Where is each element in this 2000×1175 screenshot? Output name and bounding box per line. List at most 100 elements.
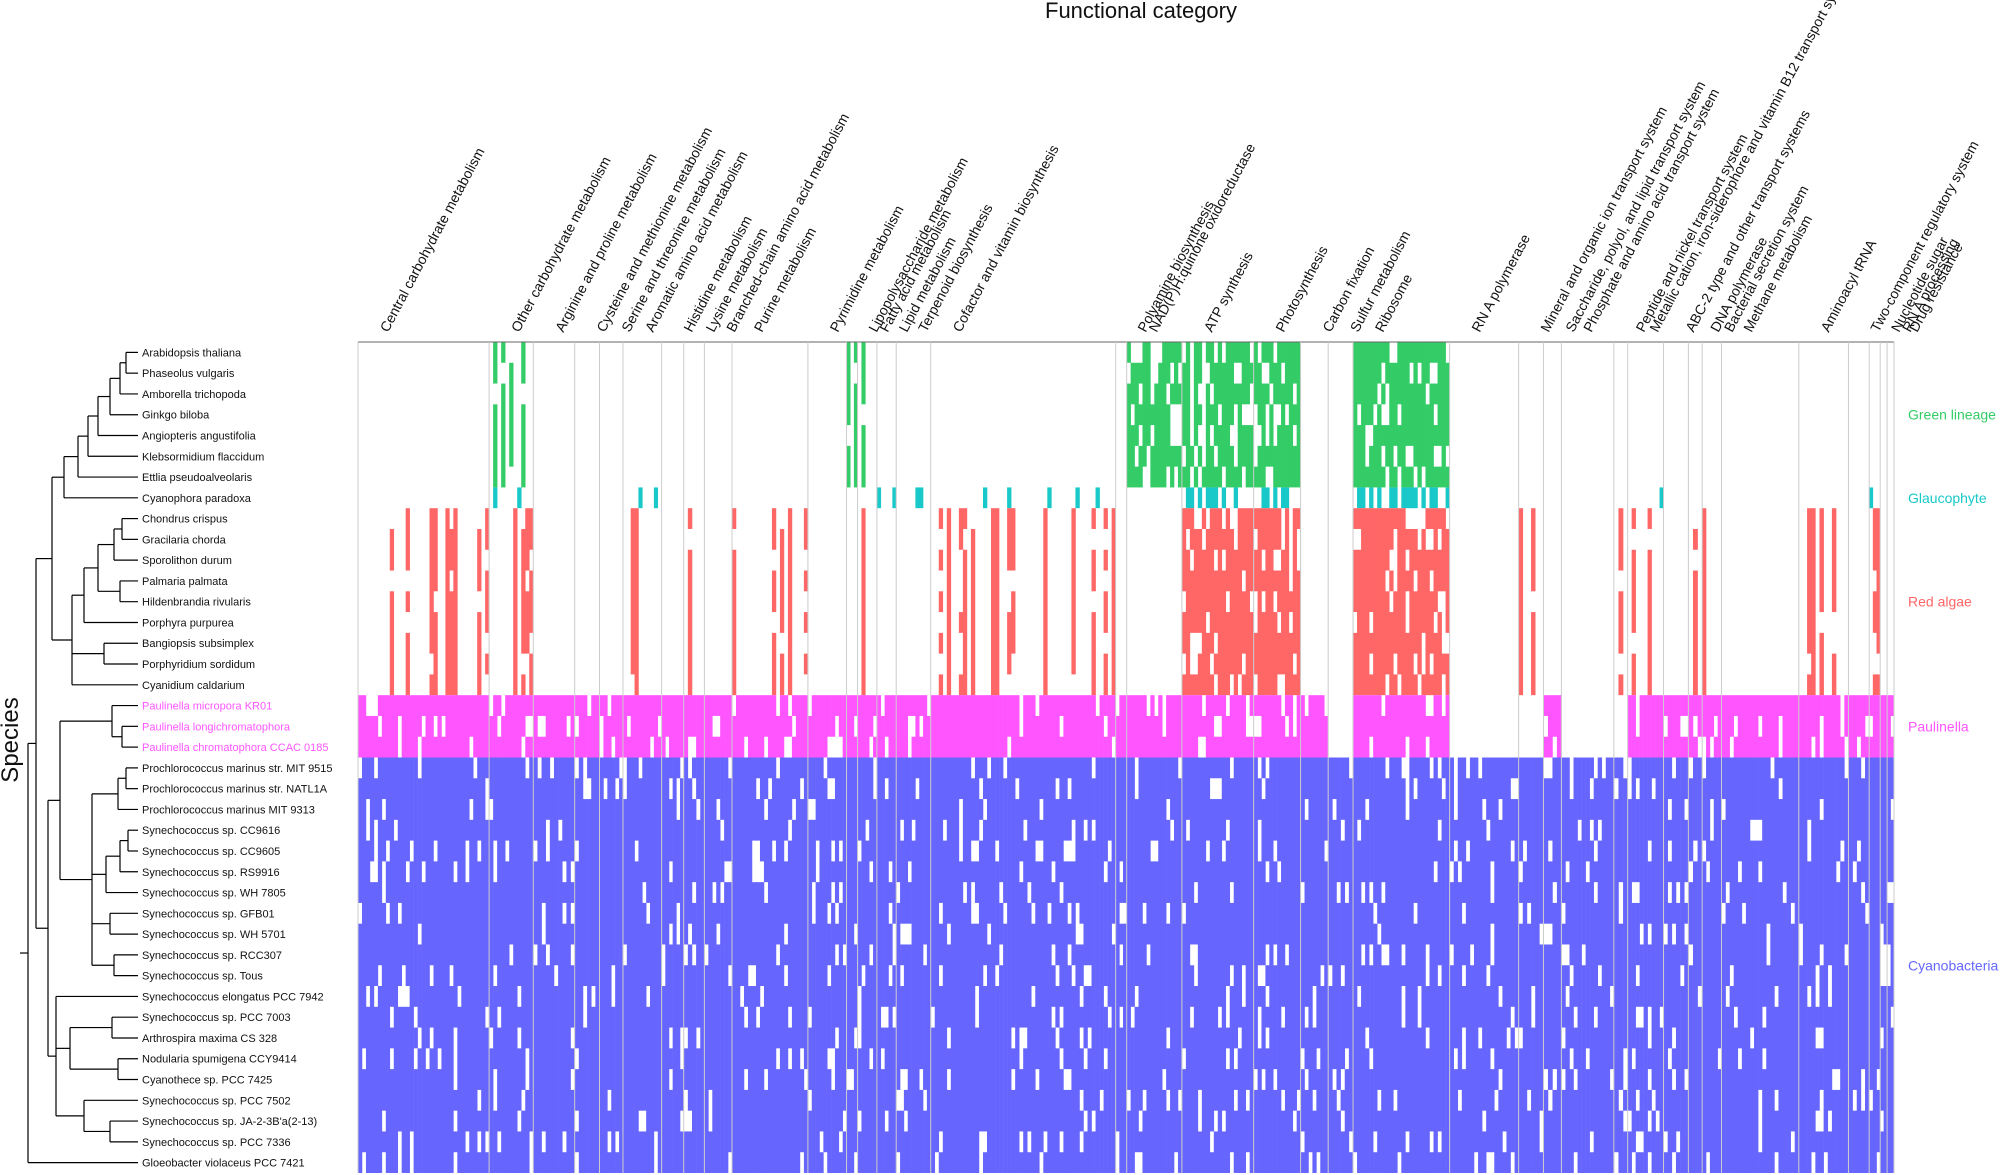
heatmap-cell (1667, 757, 1673, 800)
heatmap-cell (1482, 1131, 1487, 1173)
heatmap-cell (1876, 757, 1881, 1070)
heatmap-cell (1091, 612, 1096, 696)
heatmap-cell (461, 695, 466, 758)
heatmap-cell (827, 757, 832, 779)
heatmap-cell (1138, 695, 1143, 758)
heatmap-cell (896, 902, 901, 1090)
heatmap-cell (1241, 757, 1246, 966)
heatmap-cell (1441, 799, 1446, 1173)
heatmap-cell (1079, 695, 1084, 758)
heatmap-cell (1142, 342, 1147, 467)
heatmap-cell (433, 757, 438, 841)
heatmap-cell (361, 695, 367, 758)
heatmap-cell (1876, 508, 1881, 654)
heatmap-cell (1130, 1027, 1135, 1173)
heatmap-cell (1221, 528, 1227, 550)
heatmap-cell (775, 965, 781, 1049)
heatmap-cell (1154, 861, 1159, 1174)
heatmap-cell (1631, 508, 1636, 529)
heatmap-cell (1209, 695, 1215, 758)
heatmap-cell (712, 736, 717, 758)
heatmap-cell (1249, 757, 1254, 1173)
heatmap-cell (1573, 757, 1578, 1007)
heatmap-cell (489, 819, 494, 1028)
heatmap-cell (1514, 757, 1519, 779)
heatmap-cell (525, 736, 530, 758)
heatmap-cell (930, 695, 936, 758)
heatmap-cell (954, 757, 960, 1173)
heatmap-cell (946, 508, 952, 696)
heatmap-cell (1762, 1027, 1767, 1049)
heatmap-cell (1229, 778, 1235, 883)
heatmap-cell (1807, 695, 1812, 758)
heatmap-cell (807, 1110, 813, 1173)
species-label: Bangiopsis subsimplex (142, 638, 254, 650)
heatmap-cell (900, 1110, 905, 1173)
heatmap-cell (365, 757, 371, 800)
heatmap-cell (1019, 1069, 1024, 1132)
heatmap-cell (1737, 695, 1743, 758)
heatmap-cell (970, 923, 976, 1173)
heatmap-cell (1547, 1110, 1553, 1173)
heatmap-cell (642, 757, 647, 883)
heatmap-cell (838, 902, 843, 1132)
heatmap-cell (622, 799, 628, 945)
heatmap-cell (1498, 1089, 1503, 1173)
heatmap-cell (1332, 1089, 1337, 1173)
heatmap-cell (489, 1048, 494, 1173)
heatmap-cell (987, 944, 992, 1173)
heatmap-cell (1561, 1089, 1566, 1173)
heatmap-cell (1284, 425, 1290, 488)
heatmap-cell (779, 695, 785, 758)
heatmap-cell (358, 695, 363, 758)
heatmap-cell (823, 778, 828, 1153)
species-label: Paulinella micropora KR01 (142, 701, 272, 713)
heatmap-cell (915, 799, 920, 1173)
heatmap-cell (1498, 757, 1503, 800)
heatmap-cell (1381, 508, 1386, 696)
heatmap-cell (587, 799, 592, 1173)
heatmap-cell (630, 757, 635, 1173)
heatmap-cell (1840, 736, 1845, 758)
heatmap-cell (846, 757, 851, 1070)
heatmap-cell (622, 965, 628, 1173)
heatmap-cell (1130, 425, 1135, 488)
heatmap-cell (880, 757, 885, 1007)
heatmap-cell (525, 591, 530, 654)
heatmap-cell (365, 715, 371, 758)
heatmap-cell (1067, 861, 1072, 903)
heatmap-cell (1353, 549, 1358, 613)
heatmap-cell (1209, 757, 1215, 779)
heatmap-cell (1229, 528, 1235, 675)
heatmap-cell (1876, 695, 1881, 758)
heatmap-cell (1836, 1089, 1841, 1173)
heatmap-cell (1639, 695, 1644, 758)
heatmap-cell (771, 861, 777, 1174)
heatmap-cell (1249, 695, 1254, 716)
heatmap-cell (587, 757, 592, 779)
heatmap-cell (865, 695, 870, 758)
heatmap-cell (691, 757, 697, 779)
heatmap-cell (1413, 923, 1418, 1173)
heatmap-cell (1393, 1110, 1398, 1173)
heatmap-cell (1872, 508, 1877, 571)
heatmap-cell (1103, 882, 1108, 987)
heatmap-cell (1597, 840, 1603, 966)
heatmap-cell (1193, 902, 1199, 945)
heatmap-cell (574, 736, 580, 758)
heatmap-cell (1304, 715, 1309, 758)
heatmap-cell (1233, 487, 1239, 509)
heatmap-cell (1233, 1069, 1239, 1090)
heatmap-cell (1433, 487, 1438, 509)
heatmap-cell (1758, 757, 1763, 820)
species-label: Cyanothece sp. PCC 7425 (142, 1075, 272, 1087)
heatmap-cell (1585, 882, 1590, 1049)
heatmap-cell (691, 799, 697, 883)
heatmap-cell (1233, 695, 1239, 758)
heatmap-cell (525, 695, 530, 716)
heatmap-cell (1381, 715, 1386, 758)
heatmap-cell (683, 965, 689, 1028)
heatmap-cell (1651, 757, 1656, 779)
heatmap-cell (574, 861, 580, 1049)
heatmap-cell (457, 1006, 462, 1173)
